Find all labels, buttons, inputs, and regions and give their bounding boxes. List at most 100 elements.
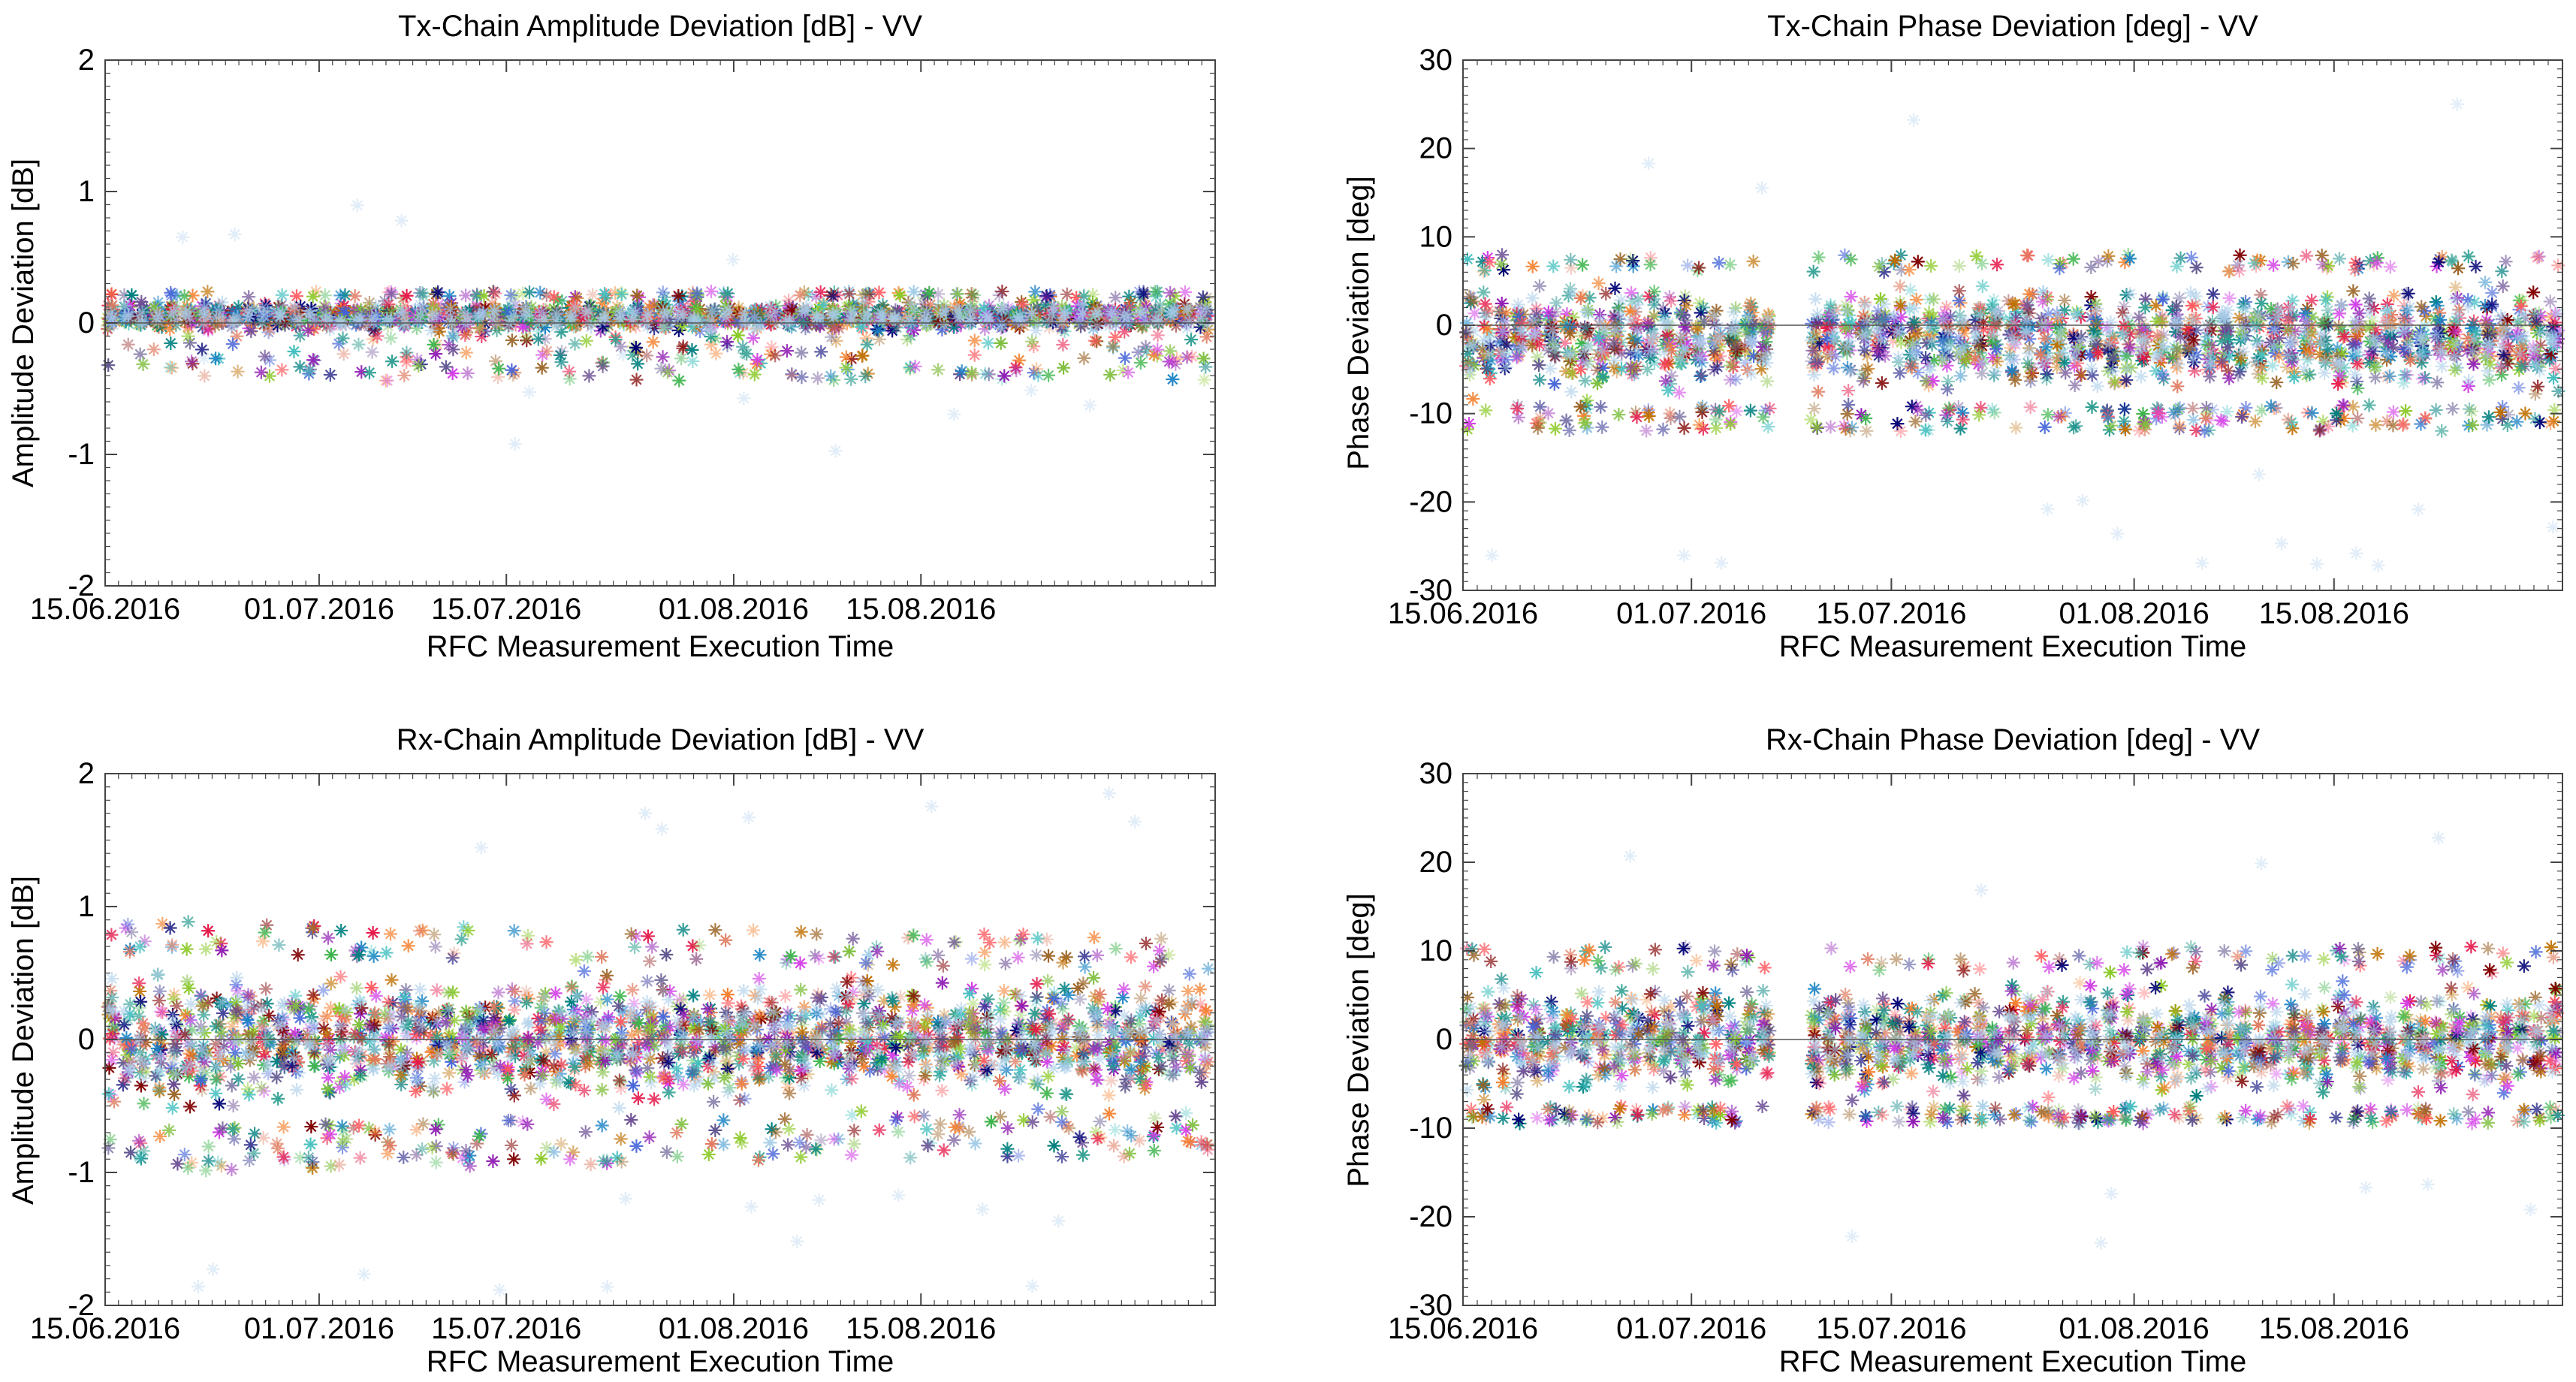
- data-point-marker: [1464, 296, 1478, 310]
- data-point-marker: [2265, 358, 2279, 373]
- data-point-marker: [415, 286, 430, 300]
- data-point-marker: [209, 352, 223, 366]
- data-point-marker: [921, 313, 935, 327]
- data-point-marker: [369, 299, 383, 313]
- data-point-marker: [1615, 347, 1629, 361]
- data-point-marker: [458, 328, 472, 342]
- data-point-marker: [1495, 329, 1509, 343]
- data-point-marker: [2371, 558, 2385, 572]
- data-point-marker: [903, 362, 917, 376]
- data-point-marker: [1935, 335, 1950, 349]
- data-point-marker: [1712, 255, 1726, 270]
- x-tick-label: 01.07.2016: [1616, 597, 1766, 630]
- data-point-marker: [931, 287, 946, 301]
- data-point-marker: [1046, 303, 1060, 317]
- data-point-marker: [995, 285, 1009, 299]
- data-point-marker: [2187, 333, 2201, 347]
- data-point-marker: [350, 198, 364, 213]
- data-point-marker: [2255, 348, 2269, 362]
- data-point-marker: [1743, 303, 1757, 317]
- data-point-marker: [981, 336, 995, 350]
- data-point-marker: [2384, 342, 2398, 356]
- data-point-marker: [185, 355, 199, 369]
- data-point-marker: [769, 317, 783, 331]
- data-point-marker: [2500, 313, 2514, 327]
- data-point-marker: [2351, 346, 2365, 360]
- data-point-marker: [487, 304, 502, 318]
- data-point-marker: [642, 300, 656, 315]
- data-point-marker: [163, 322, 177, 336]
- data-point-marker: [1089, 312, 1103, 326]
- data-point-marker: [2134, 344, 2148, 358]
- data-point-marker: [424, 312, 439, 326]
- data-point-marker: [2104, 418, 2119, 433]
- data-point-marker: [2168, 315, 2182, 329]
- data-point-marker: [2381, 335, 2396, 349]
- data-point-marker: [1624, 360, 1638, 374]
- data-point-marker: [1953, 317, 1968, 331]
- data-point-marker: [916, 297, 931, 311]
- data-point-marker: [2124, 361, 2138, 375]
- data-point-marker: [1090, 319, 1105, 333]
- data-point-marker: [2415, 329, 2429, 343]
- data-point-marker: [671, 311, 685, 325]
- data-point-marker: [1103, 367, 1118, 382]
- data-point-marker: [1827, 308, 1842, 322]
- data-point-marker: [854, 320, 868, 334]
- data-point-marker: [463, 303, 477, 318]
- data-point-marker: [1169, 357, 1183, 371]
- data-point-marker: [231, 300, 246, 314]
- y-tick-label: 2: [78, 44, 95, 77]
- data-point-marker: [2153, 333, 2167, 347]
- data-point-marker: [2203, 370, 2217, 384]
- data-point-marker: [1902, 302, 1917, 316]
- data-point-marker: [2025, 366, 2039, 380]
- data-point-marker: [1612, 301, 1627, 315]
- data-point-marker: [614, 308, 628, 322]
- data-point-marker: [2119, 373, 2134, 388]
- data-point-marker: [2267, 258, 2281, 273]
- data-point-marker: [1823, 342, 1837, 357]
- data-point-marker: [2236, 356, 2250, 370]
- data-point-marker: [964, 315, 978, 329]
- data-point-marker: [2235, 330, 2249, 344]
- data-point-marker: [1461, 347, 1475, 361]
- data-point-marker: [2369, 256, 2384, 270]
- data-point-marker: [1658, 374, 1673, 388]
- data-point-marker: [1533, 400, 1547, 414]
- data-point-marker: [1196, 352, 1211, 366]
- data-point-marker: [215, 295, 229, 309]
- data-point-marker: [780, 344, 794, 358]
- data-point-marker: [2543, 324, 2557, 339]
- data-point-marker: [1612, 408, 1626, 422]
- data-point-marker: [1627, 367, 1642, 382]
- data-point-marker: [1624, 252, 1638, 266]
- data-point-marker: [1625, 294, 1639, 309]
- data-point-marker: [1743, 403, 1757, 418]
- data-point-marker: [1608, 281, 1622, 295]
- data-point-marker: [2216, 354, 2230, 368]
- data-point-marker: [1165, 354, 1179, 368]
- data-point-marker: [1909, 292, 1923, 306]
- data-point-marker: [547, 290, 561, 304]
- data-point-marker: [1153, 298, 1167, 312]
- data-point-marker: [828, 444, 843, 458]
- data-point-marker: [2104, 315, 2118, 329]
- data-point-marker: [1481, 303, 1495, 318]
- x-tick-label: 01.08.2016: [659, 593, 809, 626]
- data-point-marker: [1873, 292, 1887, 306]
- data-point-marker: [1926, 374, 1940, 388]
- data-point-marker: [917, 291, 931, 305]
- data-point-marker: [2415, 356, 2429, 370]
- data-point-marker: [1510, 318, 1525, 332]
- data-point-marker: [201, 321, 216, 336]
- data-point-marker: [2532, 249, 2546, 264]
- data-point-marker: [2515, 293, 2529, 307]
- data-point-marker: [2091, 346, 2105, 360]
- data-point-marker: [2384, 327, 2398, 342]
- data-point-marker: [1745, 324, 1759, 339]
- data-point-marker: [522, 308, 536, 322]
- data-point-marker: [1723, 373, 1737, 387]
- data-point-marker: [1893, 279, 1908, 294]
- x-tick-label: 15.07.2016: [1816, 597, 1966, 630]
